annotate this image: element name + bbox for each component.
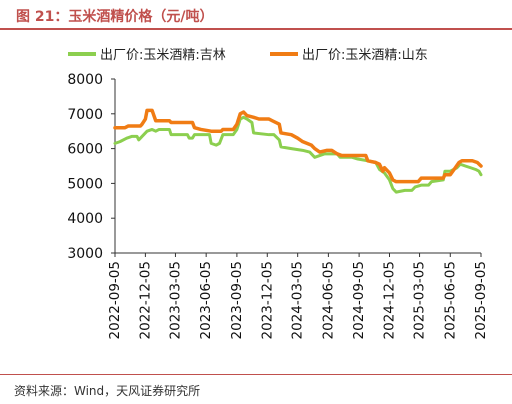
x-tick-label: 2023-03-05 <box>167 261 183 339</box>
y-tick-label: 3000 <box>67 246 103 262</box>
x-tick-label: 2024-12-05 <box>382 261 398 339</box>
x-tick-label: 2024-06-05 <box>320 261 336 339</box>
x-tick-label: 2023-06-05 <box>198 261 214 339</box>
chart-area: 出厂价:玉米酒精:吉林 出厂价:玉米酒精:山东 3000 4000 5000 6000 70… <box>0 32 512 370</box>
y-tick-label: 6000 <box>67 142 103 158</box>
line-chart: 出厂价:玉米酒精:吉林 出厂价:玉米酒精:山东 3000 4000 5000 6000 70… <box>67 48 489 339</box>
source-bar: 资料来源：Wind，天风证券研究所 <box>0 374 512 404</box>
legend-label-2: 出厂价:玉米酒精:山东 <box>302 48 428 63</box>
x-tick-label: 2024-03-05 <box>290 261 306 339</box>
source-note: 资料来源：Wind，天风证券研究所 <box>14 384 201 398</box>
y-tick-label: 8000 <box>67 72 103 88</box>
figure-title-bar: 图 21：玉米酒精价格（元/吨） <box>0 0 512 30</box>
x-tick-label: 2024-09-05 <box>351 261 367 339</box>
x-tick-label: 2025-03-05 <box>412 261 428 339</box>
y-tick-label: 4000 <box>67 211 103 227</box>
x-tick-label: 2023-09-05 <box>229 261 245 339</box>
series-line-2 <box>113 108 483 184</box>
x-tick-label: 2023-12-05 <box>259 261 275 339</box>
figure-title: 图 21：玉米酒精价格（元/吨） <box>16 9 214 25</box>
series-line-1 <box>113 115 483 194</box>
x-tick-label: 2022-09-05 <box>107 261 123 339</box>
y-tick-label: 5000 <box>67 176 103 192</box>
x-tick-label: 2025-06-05 <box>442 261 458 339</box>
legend-label-1: 出厂价:玉米酒精:吉林 <box>100 48 226 63</box>
y-tick-label: 7000 <box>67 107 103 123</box>
x-tick-label: 2022-12-05 <box>137 261 153 339</box>
x-tick-label: 2025-09-05 <box>473 261 489 339</box>
